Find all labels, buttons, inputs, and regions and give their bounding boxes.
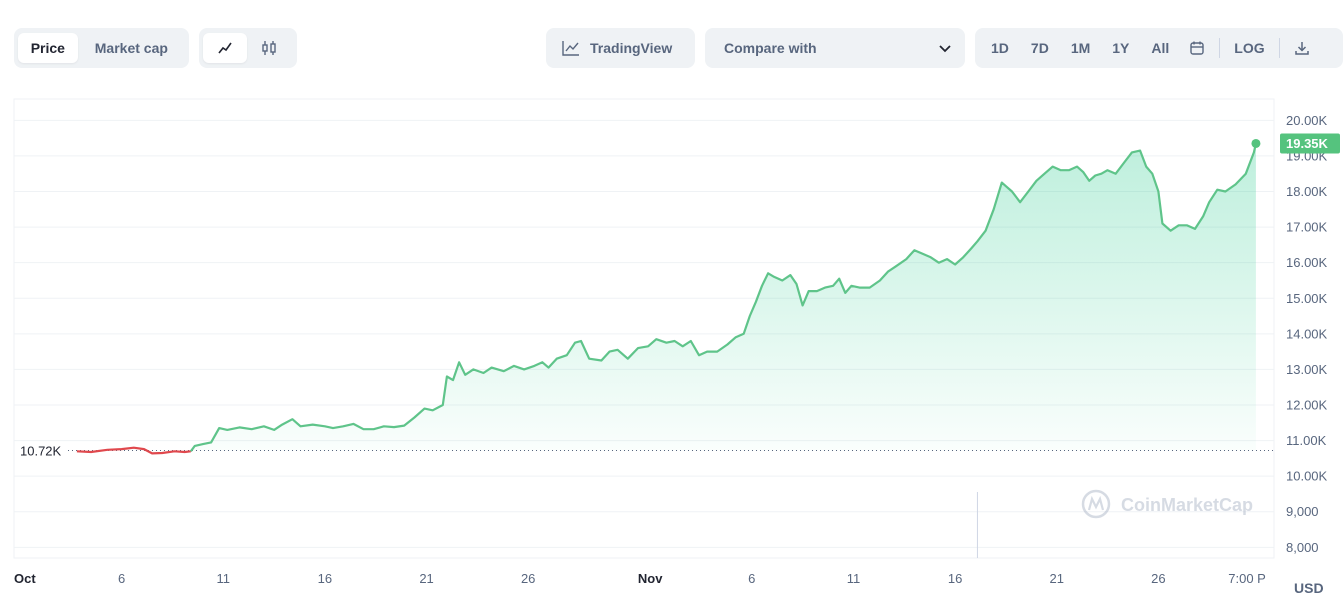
tradingview-label: TradingView — [590, 40, 673, 56]
line-chart-button[interactable] — [203, 33, 247, 63]
start-price-label: 10.72K — [20, 444, 62, 459]
y-tick-label: 10.00K — [1286, 469, 1328, 484]
x-tick-label: 11 — [847, 571, 861, 586]
y-tick-label: 9,000 — [1286, 504, 1319, 519]
tradingview-button[interactable]: TradingView — [546, 28, 695, 68]
y-tick-label: 14.00K — [1286, 326, 1328, 341]
x-tick-label: 21 — [1049, 571, 1063, 586]
calendar-icon — [1189, 40, 1205, 56]
y-tick-label: 17.00K — [1286, 220, 1328, 235]
download-icon — [1294, 40, 1310, 56]
x-tick-label: 26 — [1151, 571, 1165, 586]
price-area-fill — [76, 143, 1256, 454]
chevron-down-icon — [937, 40, 953, 56]
range-divider — [1219, 38, 1221, 58]
price-tab[interactable]: Price — [18, 33, 78, 63]
x-tick-label: 7:00 P — [1228, 571, 1266, 586]
watermark: CoinMarketCap — [1081, 489, 1253, 519]
y-tick-label: 12.00K — [1286, 398, 1328, 413]
candlestick-chart-button[interactable] — [247, 33, 291, 63]
line-chart-icon — [217, 40, 233, 56]
current-price-tag — [1280, 133, 1340, 154]
x-tick-label: 16 — [948, 571, 962, 586]
view-toggle: Price Market cap — [14, 28, 189, 68]
y-tick-label: 13.00K — [1286, 362, 1328, 377]
x-tick-label: 6 — [748, 571, 755, 586]
compare-select[interactable]: Compare with — [705, 28, 965, 68]
range-7d[interactable]: 7D — [1030, 40, 1049, 56]
current-price-dot — [1251, 138, 1261, 148]
range-selector: 1D 7D 1M 1Y All LOG — [975, 28, 1343, 68]
watermark-text: CoinMarketCap — [1121, 495, 1253, 515]
x-tick-label: 6 — [118, 571, 125, 586]
price-line-above-start — [189, 143, 1257, 452]
range-1y[interactable]: 1Y — [1112, 40, 1130, 56]
range-1d[interactable]: 1D — [991, 40, 1009, 56]
log-scale-toggle[interactable]: LOG — [1234, 40, 1265, 56]
y-tick-label: 20.00K — [1286, 113, 1328, 128]
currency-label: USD — [1294, 580, 1324, 596]
toolbar: Price Market cap TradingView Co — [0, 28, 1343, 68]
log-divider — [1278, 38, 1280, 58]
x-tick-label: 21 — [419, 571, 433, 586]
y-tick-label: 8,000 — [1286, 540, 1319, 555]
date-range-button[interactable] — [1181, 33, 1213, 63]
y-tick-label: 11.00K — [1286, 433, 1327, 448]
candlestick-icon — [260, 39, 278, 57]
y-tick-label: 18.00K — [1286, 184, 1328, 199]
range-1m[interactable]: 1M — [1070, 40, 1091, 56]
download-button[interactable] — [1286, 33, 1318, 63]
coinmarketcap-logo-icon — [1081, 489, 1111, 519]
x-tick-label: Oct — [14, 571, 36, 586]
plot-frame — [13, 98, 1275, 559]
x-tick-label: 16 — [318, 571, 332, 586]
x-tick-label: 11 — [217, 571, 231, 586]
y-axis: 20.00K19.00K18.00K17.00K16.00K15.00K14.0… — [1286, 113, 1328, 555]
compare-label: Compare with — [724, 40, 817, 56]
chart-type-toggle — [199, 28, 297, 68]
price-line-below-start — [76, 446, 191, 455]
market-cap-tab[interactable]: Market cap — [94, 40, 168, 56]
range-all[interactable]: All — [1151, 40, 1170, 56]
y-tick-label: 15.00K — [1286, 291, 1328, 306]
x-tick-label: 26 — [521, 571, 535, 586]
tradingview-chart-icon — [562, 40, 580, 56]
x-tick-label: Nov — [638, 571, 663, 586]
y-tick-label: 16.00K — [1286, 255, 1328, 270]
x-axis: Oct 6 11 16 21 26 Nov 6 11 16 21 26 7:00 P — [14, 571, 1266, 586]
current-price-label: 19.35K — [1286, 136, 1329, 151]
